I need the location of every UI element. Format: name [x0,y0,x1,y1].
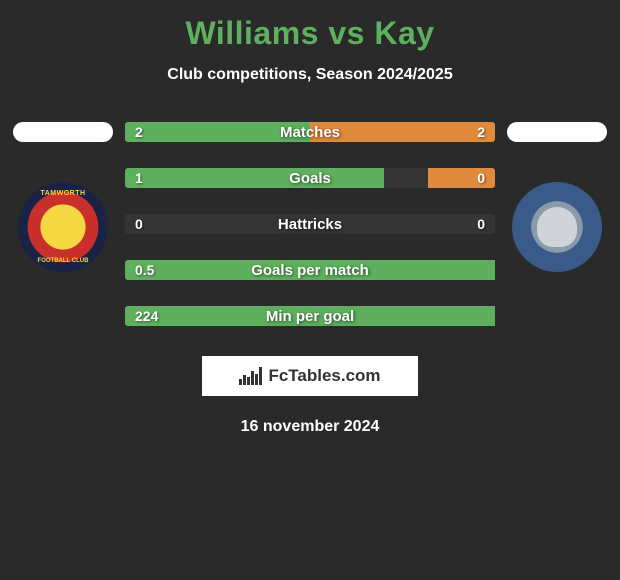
fctables-label: FcTables.com [268,366,380,386]
stat-value-right: 0 [477,170,485,186]
stat-label: Matches [280,124,340,141]
stat-row: 0 Hattricks 0 [125,214,495,234]
right-club-badge [512,182,602,272]
main-row: 2 Matches 2 1 Goals 0 0 Hattricks 0 0.5 Goals per … [0,122,620,326]
page-title: Williams vs Kay [0,15,620,52]
stat-label: Goals [289,170,331,187]
stat-label: Min per goal [266,308,354,325]
stat-value-right: 2 [477,124,485,140]
stat-value-left: 0.5 [135,262,154,278]
stat-value-right: 0 [477,216,485,232]
left-country-flag [13,122,113,142]
stat-value-left: 224 [135,308,158,324]
stat-bar-right [428,168,495,188]
stat-value-left: 0 [135,216,143,232]
stat-row: 1 Goals 0 [125,168,495,188]
stat-value-left: 1 [135,170,143,186]
stat-bar-left [125,168,384,188]
stat-label: Goals per match [251,262,369,279]
stat-value-left: 2 [135,124,143,140]
stat-row: 2 Matches 2 [125,122,495,142]
right-country-flag [507,122,607,142]
snapshot-date: 16 november 2024 [0,418,620,436]
left-player-column [13,122,113,272]
stat-row: 0.5 Goals per match [125,260,495,280]
fctables-icon [239,367,262,385]
infographic-container: Williams vs Kay Club competitions, Seaso… [0,0,620,580]
stats-column: 2 Matches 2 1 Goals 0 0 Hattricks 0 0.5 Goals per … [125,122,495,326]
right-player-column [507,122,607,272]
stat-label: Hattricks [278,216,342,233]
subtitle: Club competitions, Season 2024/2025 [0,66,620,84]
left-club-badge [18,182,108,272]
stat-row: 224 Min per goal [125,306,495,326]
fctables-attribution: FcTables.com [202,356,418,396]
